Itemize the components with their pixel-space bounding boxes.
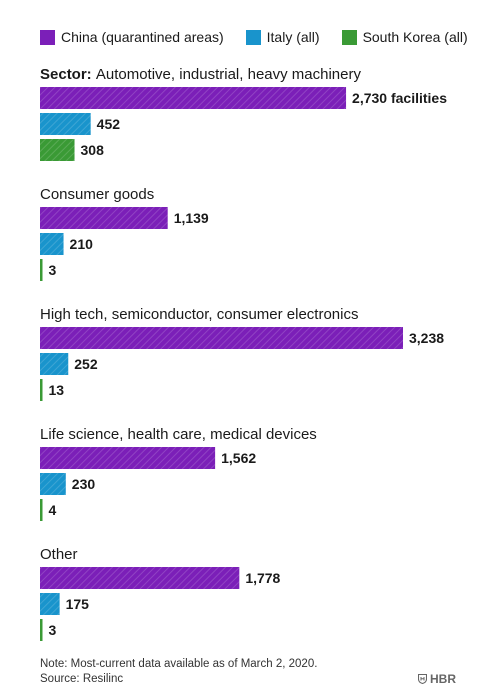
category-name: Automotive, industrial, heavy machinery xyxy=(96,66,362,83)
value-label-other-china: 1,778 xyxy=(245,570,280,586)
value-label-high-tech-semiconductor-consumer-electronics-italy: 252 xyxy=(74,356,98,372)
footer: Note: Most-current data available as of … xyxy=(40,657,317,687)
category-name: High tech, semiconductor, consumer elect… xyxy=(40,306,358,323)
legend-label-south-korea: South Korea (all) xyxy=(362,29,468,45)
legend-swatch-china xyxy=(40,29,55,45)
category-label-life-science-health-care-medical-devices: Life science, health care, medical devic… xyxy=(40,426,317,443)
bar-texture-consumer-goods-china xyxy=(40,207,168,229)
category-label-high-tech-semiconductor-consumer-electronics: High tech, semiconductor, consumer elect… xyxy=(40,306,358,323)
value-label-other-south-korea: 3 xyxy=(49,622,57,638)
value-label-consumer-goods-italy: 210 xyxy=(70,236,94,252)
bar-other-south-korea xyxy=(40,619,43,641)
value-label-consumer-goods-south-korea: 3 xyxy=(49,262,57,278)
value-label-other-italy: 175 xyxy=(66,596,90,612)
bar-consumer-goods-south-korea xyxy=(40,259,43,281)
legend-label-italy: Italy (all) xyxy=(266,29,320,45)
hbr-logo: HBR xyxy=(418,672,456,686)
value-label-automotive-industrial-heavy-machinery-south-korea: 308 xyxy=(81,142,105,158)
legend-item-italy: Italy (all) xyxy=(245,29,320,45)
bar-texture-high-tech-semiconductor-consumer-electronics-italy xyxy=(40,353,69,375)
value-label-high-tech-semiconductor-consumer-electronics-china: 3,238 xyxy=(409,330,444,346)
value-label-life-science-health-care-medical-devices-china: 1,562 xyxy=(221,450,256,466)
shield-icon xyxy=(418,674,427,684)
value-label-life-science-health-care-medical-devices-italy: 230 xyxy=(72,476,96,492)
value-label-automotive-industrial-heavy-machinery-china: 2,730 facilities xyxy=(352,90,447,106)
bar-texture-automotive-industrial-heavy-machinery-china xyxy=(40,87,347,109)
legend-label-china: China (quarantined areas) xyxy=(61,29,224,45)
category-prefix: Sector: xyxy=(40,66,96,83)
bar-life-science-health-care-medical-devices-south-korea xyxy=(40,499,43,521)
bar-texture-consumer-goods-italy xyxy=(40,233,64,255)
category-name: Life science, health care, medical devic… xyxy=(40,426,317,443)
footer-source: Source: Resilinc xyxy=(40,673,124,685)
legend-item-south-korea: South Korea (all) xyxy=(341,29,468,45)
bar-texture-life-science-health-care-medical-devices-china xyxy=(40,447,216,469)
footer-note: Note: Most-current data available as of … xyxy=(40,658,318,670)
bar-texture-other-china xyxy=(40,567,240,589)
bar-texture-automotive-industrial-heavy-machinery-italy xyxy=(40,113,91,135)
bar-texture-other-italy xyxy=(40,593,60,615)
legend: China (quarantined areas) Italy (all) So… xyxy=(40,28,468,46)
value-label-automotive-industrial-heavy-machinery-italy: 452 xyxy=(97,116,121,132)
bar-chart: Sector: Automotive, industrial, heavy ma… xyxy=(40,66,447,641)
value-label-life-science-health-care-medical-devices-south-korea: 4 xyxy=(49,502,57,518)
value-label-high-tech-semiconductor-consumer-electronics-south-korea: 13 xyxy=(49,382,65,398)
legend-swatch-south-korea xyxy=(341,29,357,45)
bar-texture-high-tech-semiconductor-consumer-electronics-china xyxy=(40,327,403,349)
hbr-logo-text: HBR xyxy=(430,672,456,686)
category-label-other: Other xyxy=(40,546,78,563)
bar-texture-life-science-health-care-medical-devices-italy xyxy=(40,473,66,495)
category-name: Other xyxy=(40,546,78,563)
category-name: Consumer goods xyxy=(40,186,154,203)
category-label-automotive-industrial-heavy-machinery: Sector: Automotive, industrial, heavy ma… xyxy=(40,66,361,83)
bar-texture-automotive-industrial-heavy-machinery-south-korea xyxy=(40,139,75,161)
value-label-consumer-goods-china: 1,139 xyxy=(174,210,209,226)
legend-swatch-italy xyxy=(245,29,261,45)
category-label-consumer-goods: Consumer goods xyxy=(40,186,154,203)
bar-high-tech-semiconductor-consumer-electronics-south-korea xyxy=(40,379,43,401)
legend-item-china: China (quarantined areas) xyxy=(40,29,224,45)
